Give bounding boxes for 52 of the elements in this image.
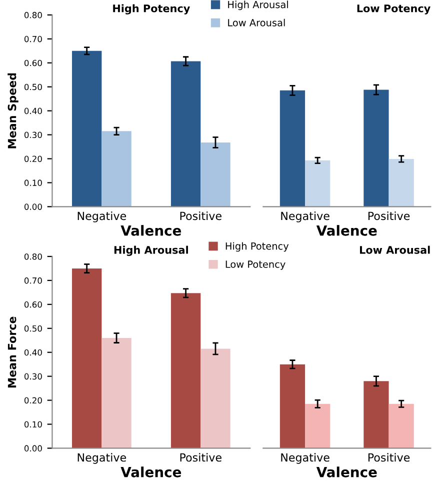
y-tick-label: 0.50: [24, 325, 42, 332]
y-tick-label: 0.60: [24, 60, 42, 66]
bar: [200, 142, 230, 207]
y-axis-title: Mean Force: [8, 316, 16, 388]
y-axis-title: Mean Speed: [8, 73, 18, 148]
x-axis-title: Valence: [120, 466, 182, 478]
chart-title: High Arousal: [114, 246, 188, 256]
chart-title: Low Arousal: [360, 246, 430, 254]
x-tick-label: Positive: [368, 212, 410, 220]
legend-label: Low Arousal: [228, 18, 285, 26]
y-tick-label: 0.40: [24, 349, 42, 356]
bar: [280, 90, 306, 207]
x-tick-label: Negative: [281, 453, 330, 464]
y-tick-label: 0.80: [24, 12, 42, 18]
y-tick-label: 0.00: [24, 204, 42, 210]
y-tick-label: 0.70: [24, 36, 42, 42]
bar: [200, 348, 230, 448]
x-axis-title: Valence: [316, 225, 377, 236]
y-tick-label: 0.30: [24, 132, 42, 138]
x-tick-label: Negative: [281, 212, 330, 222]
bar: [72, 268, 102, 448]
x-tick-label: Negative: [78, 212, 126, 222]
y-tick-label: 0.20: [24, 397, 42, 404]
legend-label: Low Potency: [226, 260, 286, 270]
y-tick-label: 0.40: [24, 108, 42, 114]
bar: [388, 158, 414, 207]
x-tick-label: Positive: [368, 453, 410, 462]
chart-title: High Potency: [113, 4, 190, 14]
y-tick-label: 0.70: [24, 277, 42, 284]
y-tick-label: 0.60: [24, 301, 42, 308]
bar: [72, 50, 102, 207]
y-tick-label: 0.00: [24, 445, 42, 452]
y-tick-label: 0.20: [24, 156, 42, 162]
bar: [102, 131, 132, 207]
bar: [364, 90, 389, 207]
bar: [170, 293, 201, 448]
x-axis-title: Valence: [316, 466, 377, 478]
y-tick-label: 0.30: [24, 373, 42, 380]
chart-title: Low Potency: [357, 4, 430, 14]
y-tick-label: 0.80: [24, 253, 42, 260]
bar: [305, 160, 330, 207]
x-axis-title: Valence: [120, 225, 182, 236]
y-tick-label: 0.10: [24, 421, 42, 428]
legend-label: High Potency: [226, 242, 289, 252]
y-tick-label: 0.50: [24, 84, 42, 90]
y-tick-label: 0.10: [24, 180, 42, 186]
x-tick-label: Positive: [180, 212, 222, 220]
legend-label: High Arousal: [228, 0, 288, 10]
x-tick-label: Positive: [180, 453, 222, 462]
bar: [102, 338, 132, 448]
x-tick-label: Negative: [78, 453, 126, 464]
bar: [170, 61, 201, 207]
